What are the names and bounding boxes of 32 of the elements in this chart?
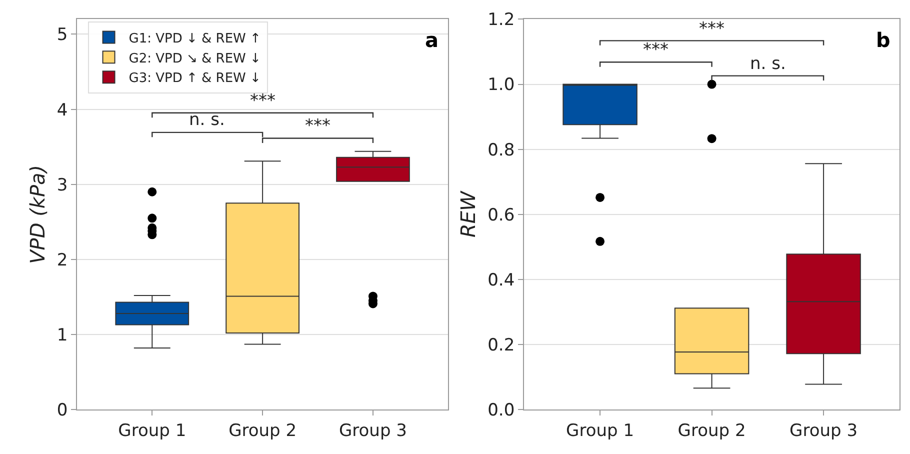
x-tick-label: Group 2: [678, 420, 746, 441]
y-axis-title: REW: [456, 190, 480, 238]
y-tick-label: 0.0: [488, 400, 515, 421]
annotation: ***: [250, 91, 276, 111]
annotation: a: [425, 28, 438, 52]
legend-label: G1: VPD ↓ & REW ↑: [128, 31, 261, 46]
y-tick-label: 1.2: [488, 10, 515, 30]
y-tick-label: 3: [56, 175, 68, 196]
y-tick-label: 5: [56, 25, 68, 46]
annotation: b: [876, 28, 890, 52]
legend-label: G3: VPD ↑ & REW ↓: [128, 71, 261, 86]
x-tick-label: Group 1: [118, 420, 186, 441]
y-tick-label: 4: [56, 100, 68, 120]
y-axis-title: VPD (kPa): [25, 164, 50, 264]
y-tick-label: 1: [56, 325, 68, 346]
y-tick-label: 2: [56, 250, 68, 270]
x-tick-label: Group 2: [228, 420, 297, 441]
x-tick-label: Group 3: [338, 420, 407, 441]
y-tick-label: 1.0: [488, 75, 515, 96]
legend-label: G2: VPD ↘ & REW ↓: [128, 51, 261, 66]
y-tick-label: 0.6: [488, 205, 515, 226]
y-tick-label: 0.4: [488, 270, 515, 290]
annotation: ***: [305, 116, 330, 136]
y-tick-label: 0: [56, 400, 68, 421]
annotation: ***: [699, 19, 724, 39]
y-tick-label: 0.8: [488, 140, 515, 160]
x-tick-label: Group 3: [790, 420, 858, 441]
y-tick-label: 0.2: [488, 335, 515, 356]
x-tick-label: Group 1: [566, 420, 634, 441]
annotation: ***: [643, 40, 668, 60]
annotation: n. s.: [750, 54, 786, 74]
annotation: n. s.: [189, 110, 225, 130]
